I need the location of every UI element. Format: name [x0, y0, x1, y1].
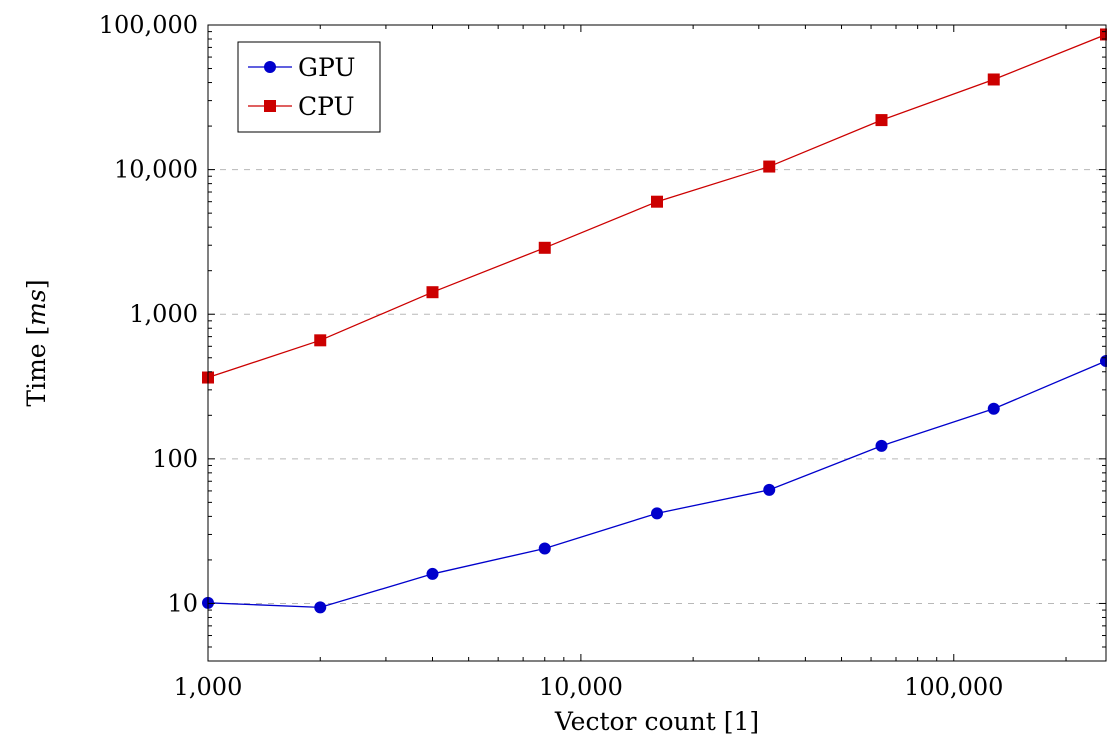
data-point-cpu: [426, 286, 439, 299]
y-axis-label-unit: ms: [22, 289, 51, 326]
data-point-gpu: [426, 567, 439, 580]
data-point-cpu: [763, 160, 776, 173]
legend-marker-gpu: [264, 61, 276, 73]
legend-entry-gpu: GPU: [248, 53, 355, 82]
y-axis-label-close: ]: [22, 279, 51, 289]
data-point-cpu: [651, 195, 663, 208]
x-tick-label: 100,000: [904, 673, 1003, 701]
data-point-gpu: [538, 542, 551, 555]
legend-label-gpu: GPU: [298, 53, 355, 82]
x-axis-label: Vector count [1]: [554, 707, 759, 736]
plot-frame: [207, 24, 1107, 662]
data-point-gpu: [651, 507, 663, 520]
y-tick-label: 10,000: [114, 156, 198, 184]
data-point-gpu: [875, 439, 888, 452]
y-tick-label: 10: [167, 589, 198, 617]
x-tick-label: 10,000: [539, 673, 623, 701]
tick-labels: 1,000 10,000 100,000 10 100 1,000 10,000 100,00…: [99, 11, 1004, 701]
data-point-cpu: [538, 241, 551, 254]
legend-marker-cpu: [264, 100, 276, 112]
data-point-cpu: [314, 334, 327, 347]
y-tick-label: 1,000: [129, 300, 198, 328]
data-point-cpu: [1100, 28, 1107, 41]
data-point-gpu: [763, 483, 776, 496]
legend-box: [237, 41, 381, 133]
data-point-cpu: [987, 73, 1000, 86]
y-tick-label: 100,000: [99, 11, 198, 39]
data-point-gpu: [314, 601, 327, 614]
data-point-cpu: [875, 114, 888, 127]
x-tick-label: 1,000: [174, 673, 243, 701]
y-tick-label: 100: [152, 445, 198, 473]
data-point-gpu: [987, 402, 1000, 415]
series-gpu: [202, 354, 1107, 614]
legend-label-cpu: CPU: [298, 92, 355, 121]
legend: GPU CPU: [237, 41, 381, 133]
plot-series: [202, 28, 1107, 614]
series-line-gpu: [207, 360, 1107, 608]
y-axis-label-text: Time [: [22, 326, 51, 407]
axis-ticks: [207, 24, 1106, 662]
series-cpu: [202, 28, 1107, 384]
y-axis-label: Time [ms]: [22, 279, 51, 406]
legend-entry-cpu: CPU: [248, 92, 355, 121]
